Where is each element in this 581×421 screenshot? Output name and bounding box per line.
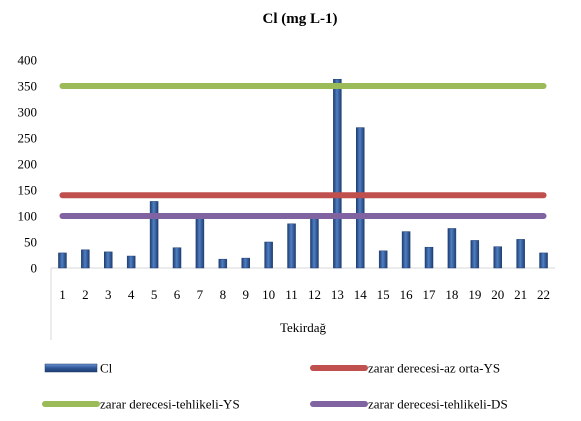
- x-tick-label: 15: [377, 287, 390, 302]
- bar: [81, 249, 90, 269]
- y-tick-label: 50: [24, 235, 37, 250]
- x-tick-label: 7: [197, 287, 204, 302]
- x-tick-label: 17: [423, 287, 437, 302]
- x-tick-label: 10: [262, 287, 275, 302]
- x-tick-label: 11: [285, 287, 298, 302]
- x-tick-label: 18: [445, 287, 458, 302]
- x-tick-label: 1: [59, 287, 66, 302]
- y-axis: 0 50 100 150 200 250 300 350 400: [18, 53, 38, 276]
- y-tick-label: 400: [18, 53, 38, 68]
- y-tick-label: 150: [18, 183, 38, 198]
- y-tick-label: 350: [18, 79, 38, 94]
- bar-series: [58, 78, 548, 269]
- bar: [241, 257, 250, 269]
- bar: [195, 217, 205, 269]
- x-tick-label: 14: [354, 287, 368, 302]
- y-tick-label: 200: [18, 157, 38, 172]
- legend-label: zarar derecesi-tehlikeli-YS: [100, 397, 240, 412]
- bar: [470, 240, 480, 269]
- bar: [539, 252, 548, 269]
- legend-label: zarar derecesi-tehlikeli-DS: [368, 397, 508, 412]
- bar: [516, 239, 525, 269]
- x-tick-label: 20: [491, 287, 504, 302]
- bar: [218, 258, 228, 269]
- bar: [424, 246, 434, 269]
- bar: [447, 228, 457, 269]
- legend-label: Cl: [100, 361, 113, 376]
- x-tick-label: 13: [331, 287, 344, 302]
- y-tick-label: 300: [18, 105, 38, 120]
- bar: [401, 231, 411, 269]
- bar: [58, 252, 67, 269]
- x-axis-label: Tekirdağ: [280, 320, 327, 335]
- bar: [172, 247, 182, 269]
- x-tick-label: 8: [220, 287, 227, 302]
- bar: [378, 250, 388, 269]
- x-tick-label: 4: [128, 287, 135, 302]
- x-tick-label: 19: [468, 287, 481, 302]
- legend-swatch-bar: [44, 363, 98, 373]
- x-tick-label: 16: [400, 287, 414, 302]
- x-tick-label: 5: [151, 287, 158, 302]
- bar: [104, 251, 113, 269]
- legend-label: zarar derecesi-az orta-YS: [368, 361, 500, 376]
- chart-title: Cl (mg L-1): [263, 11, 338, 27]
- bar: [149, 201, 159, 269]
- x-axis: 1 2 3 4 5 6 7 8 9 10 11 12 13 14 15 16 17 18 19 20 21 22: [50, 267, 555, 340]
- reference-lines: [59, 83, 547, 219]
- bar: [287, 223, 296, 269]
- x-tick-label: 21: [514, 287, 527, 302]
- x-tick-label: 9: [242, 287, 249, 302]
- x-tick-label: 6: [174, 287, 181, 302]
- legend: Cl zarar derecesi-az orta-YS zarar dereces…: [42, 361, 508, 412]
- y-tick-label: 100: [18, 209, 38, 224]
- y-tick-label: 0: [31, 261, 38, 276]
- bar: [310, 217, 319, 269]
- bar: [126, 255, 136, 269]
- x-tick-label: 2: [82, 287, 89, 302]
- bar: [493, 246, 502, 269]
- x-tick-label: 12: [308, 287, 321, 302]
- x-tick-label: 3: [105, 287, 112, 302]
- y-tick-label: 250: [18, 131, 38, 146]
- x-tick-label: 22: [537, 287, 550, 302]
- bar: [264, 241, 273, 269]
- bar: [333, 78, 342, 269]
